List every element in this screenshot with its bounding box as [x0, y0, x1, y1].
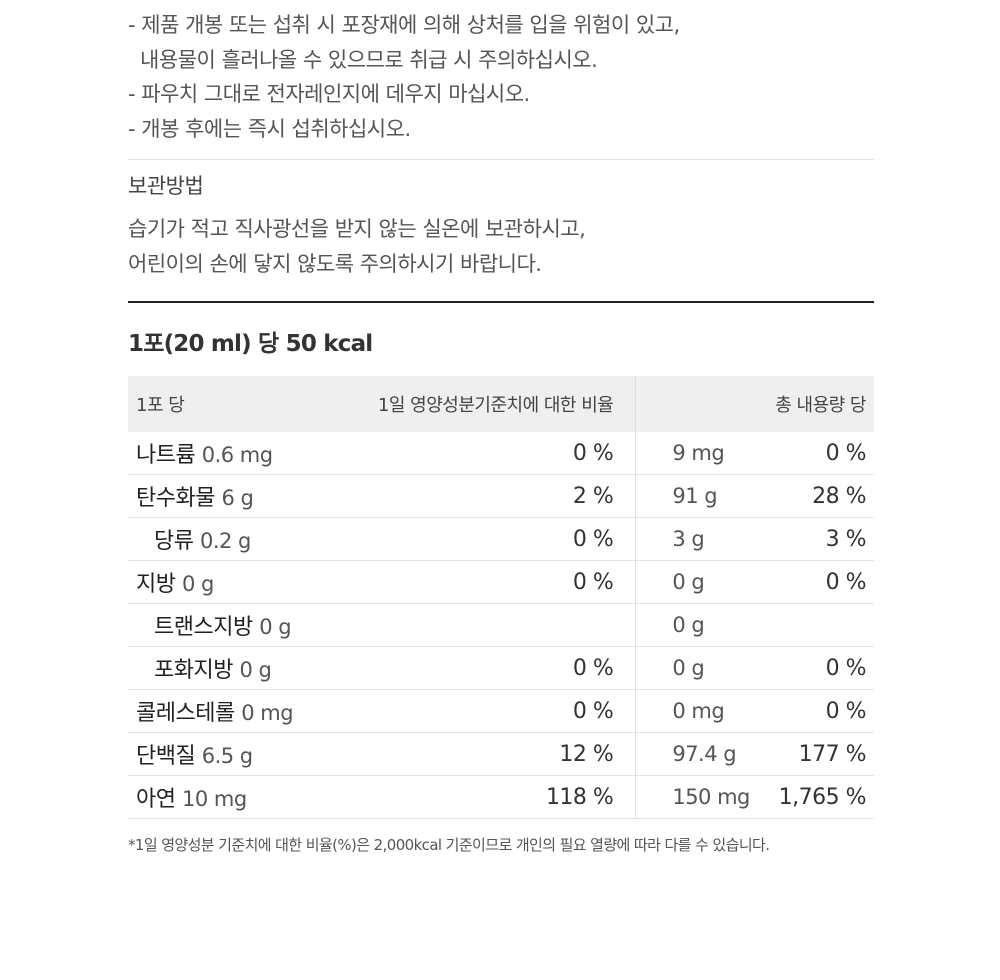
caution-line: - 개봉 후에는 즉시 섭취하십시오. — [128, 116, 411, 141]
nutrient-cell: 단백질 6.5 g — [128, 732, 304, 776]
total-amount: 0 g — [635, 646, 776, 690]
total-amount: 0 g — [635, 603, 776, 647]
table-row: 나트륨 0.6 mg 0 % 9 mg 0 % — [128, 432, 874, 475]
total-daily-pct: 0 % — [775, 646, 874, 690]
nutrient-amount: 0.6 mg — [201, 443, 273, 467]
caution-line: - 파우치 그대로 전자레인지에 데우지 마십시오. — [128, 82, 530, 106]
total-daily-pct: 3 % — [775, 517, 874, 561]
nutrient-daily-pct: 0 % — [303, 517, 636, 561]
total-daily-pct: 177 % — [775, 732, 874, 776]
storage-title: 보관방법 — [128, 174, 204, 198]
nutrient-cell: 포화지방 0 g — [128, 646, 304, 690]
caution-line: - 제품 개봉 또는 섭취 시 포장재에 의해 상처를 입을 위험이 있고, — [128, 13, 680, 37]
storage-line: 어린이의 손에 닿지 않도록 주의하시기 바랍니다. — [128, 252, 542, 276]
table-row: 콜레스테롤 0 mg 0 % 0 mg 0 % — [128, 689, 874, 733]
nutrient-name: 트랜스지방 — [154, 615, 253, 640]
total-amount: 9 mg — [635, 432, 776, 475]
total-amount: 0 mg — [635, 689, 776, 733]
nutrition-header-row: 1포 당 1일 영양성분기준치에 대한 비율 총 내용량 당 — [128, 376, 874, 432]
nutrition-table: 1포 당 1일 영양성분기준치에 대한 비율 총 내용량 당 나트륨 0.6 m… — [128, 376, 874, 819]
header-blank — [635, 376, 776, 432]
nutrient-daily-pct: 118 % — [303, 775, 636, 819]
nutrient-daily-pct: 0 % — [303, 689, 636, 733]
caution-list: - 제품 개봉 또는 섭취 시 포장재에 의해 상처를 입을 위험이 있고, 내… — [128, 8, 680, 146]
nutrient-amount: 0 g — [259, 615, 292, 639]
total-daily-pct: 0 % — [775, 689, 874, 733]
nutrient-name: 탄수화물 — [136, 486, 215, 511]
total-amount: 91 g — [635, 474, 776, 518]
nutrient-name: 지방 — [136, 572, 176, 597]
nutrient-amount: 0 mg — [241, 701, 294, 725]
nutrient-cell: 지방 0 g — [128, 560, 304, 604]
storage-line: 습기가 적고 직사광선을 받지 않는 실온에 보관하시고, — [128, 217, 586, 241]
nutrient-cell: 탄수화물 6 g — [128, 474, 304, 518]
nutrient-amount: 6.5 g — [201, 744, 253, 768]
nutrient-daily-pct — [303, 603, 636, 647]
nutrient-cell: 트랜스지방 0 g — [128, 603, 304, 647]
nutrient-name: 아연 — [136, 787, 176, 812]
nutrient-daily-pct: 12 % — [303, 732, 636, 776]
nutrient-amount: 0 g — [181, 572, 214, 596]
nutrient-amount: 6 g — [221, 486, 254, 510]
nutrition-title: 1포(20 ml) 당 50 kcal — [128, 331, 373, 357]
nutrient-amount: 10 mg — [181, 787, 247, 811]
total-daily-pct: 0 % — [775, 560, 874, 604]
nutrient-daily-pct: 0 % — [303, 560, 636, 604]
total-amount: 3 g — [635, 517, 776, 561]
total-daily-pct: 1,765 % — [775, 775, 874, 819]
nutrient-amount: 0.2 g — [199, 529, 251, 553]
caution-line: 내용물이 흘러나올 수 있으므로 취급 시 주의하십시오. — [140, 47, 598, 72]
nutrient-cell: 콜레스테롤 0 mg — [128, 689, 304, 733]
storage-text: 습기가 적고 직사광선을 받지 않는 실온에 보관하시고, 어린이의 손에 닿지… — [128, 212, 586, 282]
table-row: 아연 10 mg 118 % 150 mg 1,765 % — [128, 775, 874, 819]
table-row: 단백질 6.5 g 12 % 97.4 g 177 % — [128, 732, 874, 776]
nutrient-name: 당류 — [154, 529, 194, 554]
header-per-pack: 1포 당 — [128, 376, 304, 432]
total-amount: 0 g — [635, 560, 776, 604]
nutrition-footnote: *1일 영양성분 기준치에 대한 비율(%)은 2,000kcal 기준이므로 … — [128, 836, 770, 854]
nutrient-name: 포화지방 — [154, 658, 233, 683]
total-daily-pct: 0 % — [775, 432, 874, 475]
total-amount: 150 mg — [635, 775, 776, 819]
total-amount: 97.4 g — [635, 732, 776, 776]
nutrient-daily-pct: 2 % — [303, 474, 636, 518]
nutrient-amount: 0 g — [239, 658, 272, 682]
total-daily-pct — [775, 603, 874, 647]
header-total: 총 내용량 당 — [775, 376, 874, 432]
nutrient-name: 콜레스테롤 — [136, 701, 235, 726]
nutrient-cell: 아연 10 mg — [128, 775, 304, 819]
nutrient-daily-pct: 0 % — [303, 646, 636, 690]
nutrient-name: 나트륨 — [136, 443, 196, 468]
divider-thick — [128, 301, 874, 303]
nutrient-name: 단백질 — [136, 744, 196, 769]
nutrient-cell: 나트륨 0.6 mg — [128, 432, 304, 475]
nutrient-cell: 당류 0.2 g — [128, 517, 304, 561]
total-daily-pct: 28 % — [775, 474, 874, 518]
header-daily-ratio: 1일 영양성분기준치에 대한 비율 — [303, 376, 636, 432]
nutrient-daily-pct: 0 % — [303, 432, 636, 475]
divider — [128, 159, 874, 160]
